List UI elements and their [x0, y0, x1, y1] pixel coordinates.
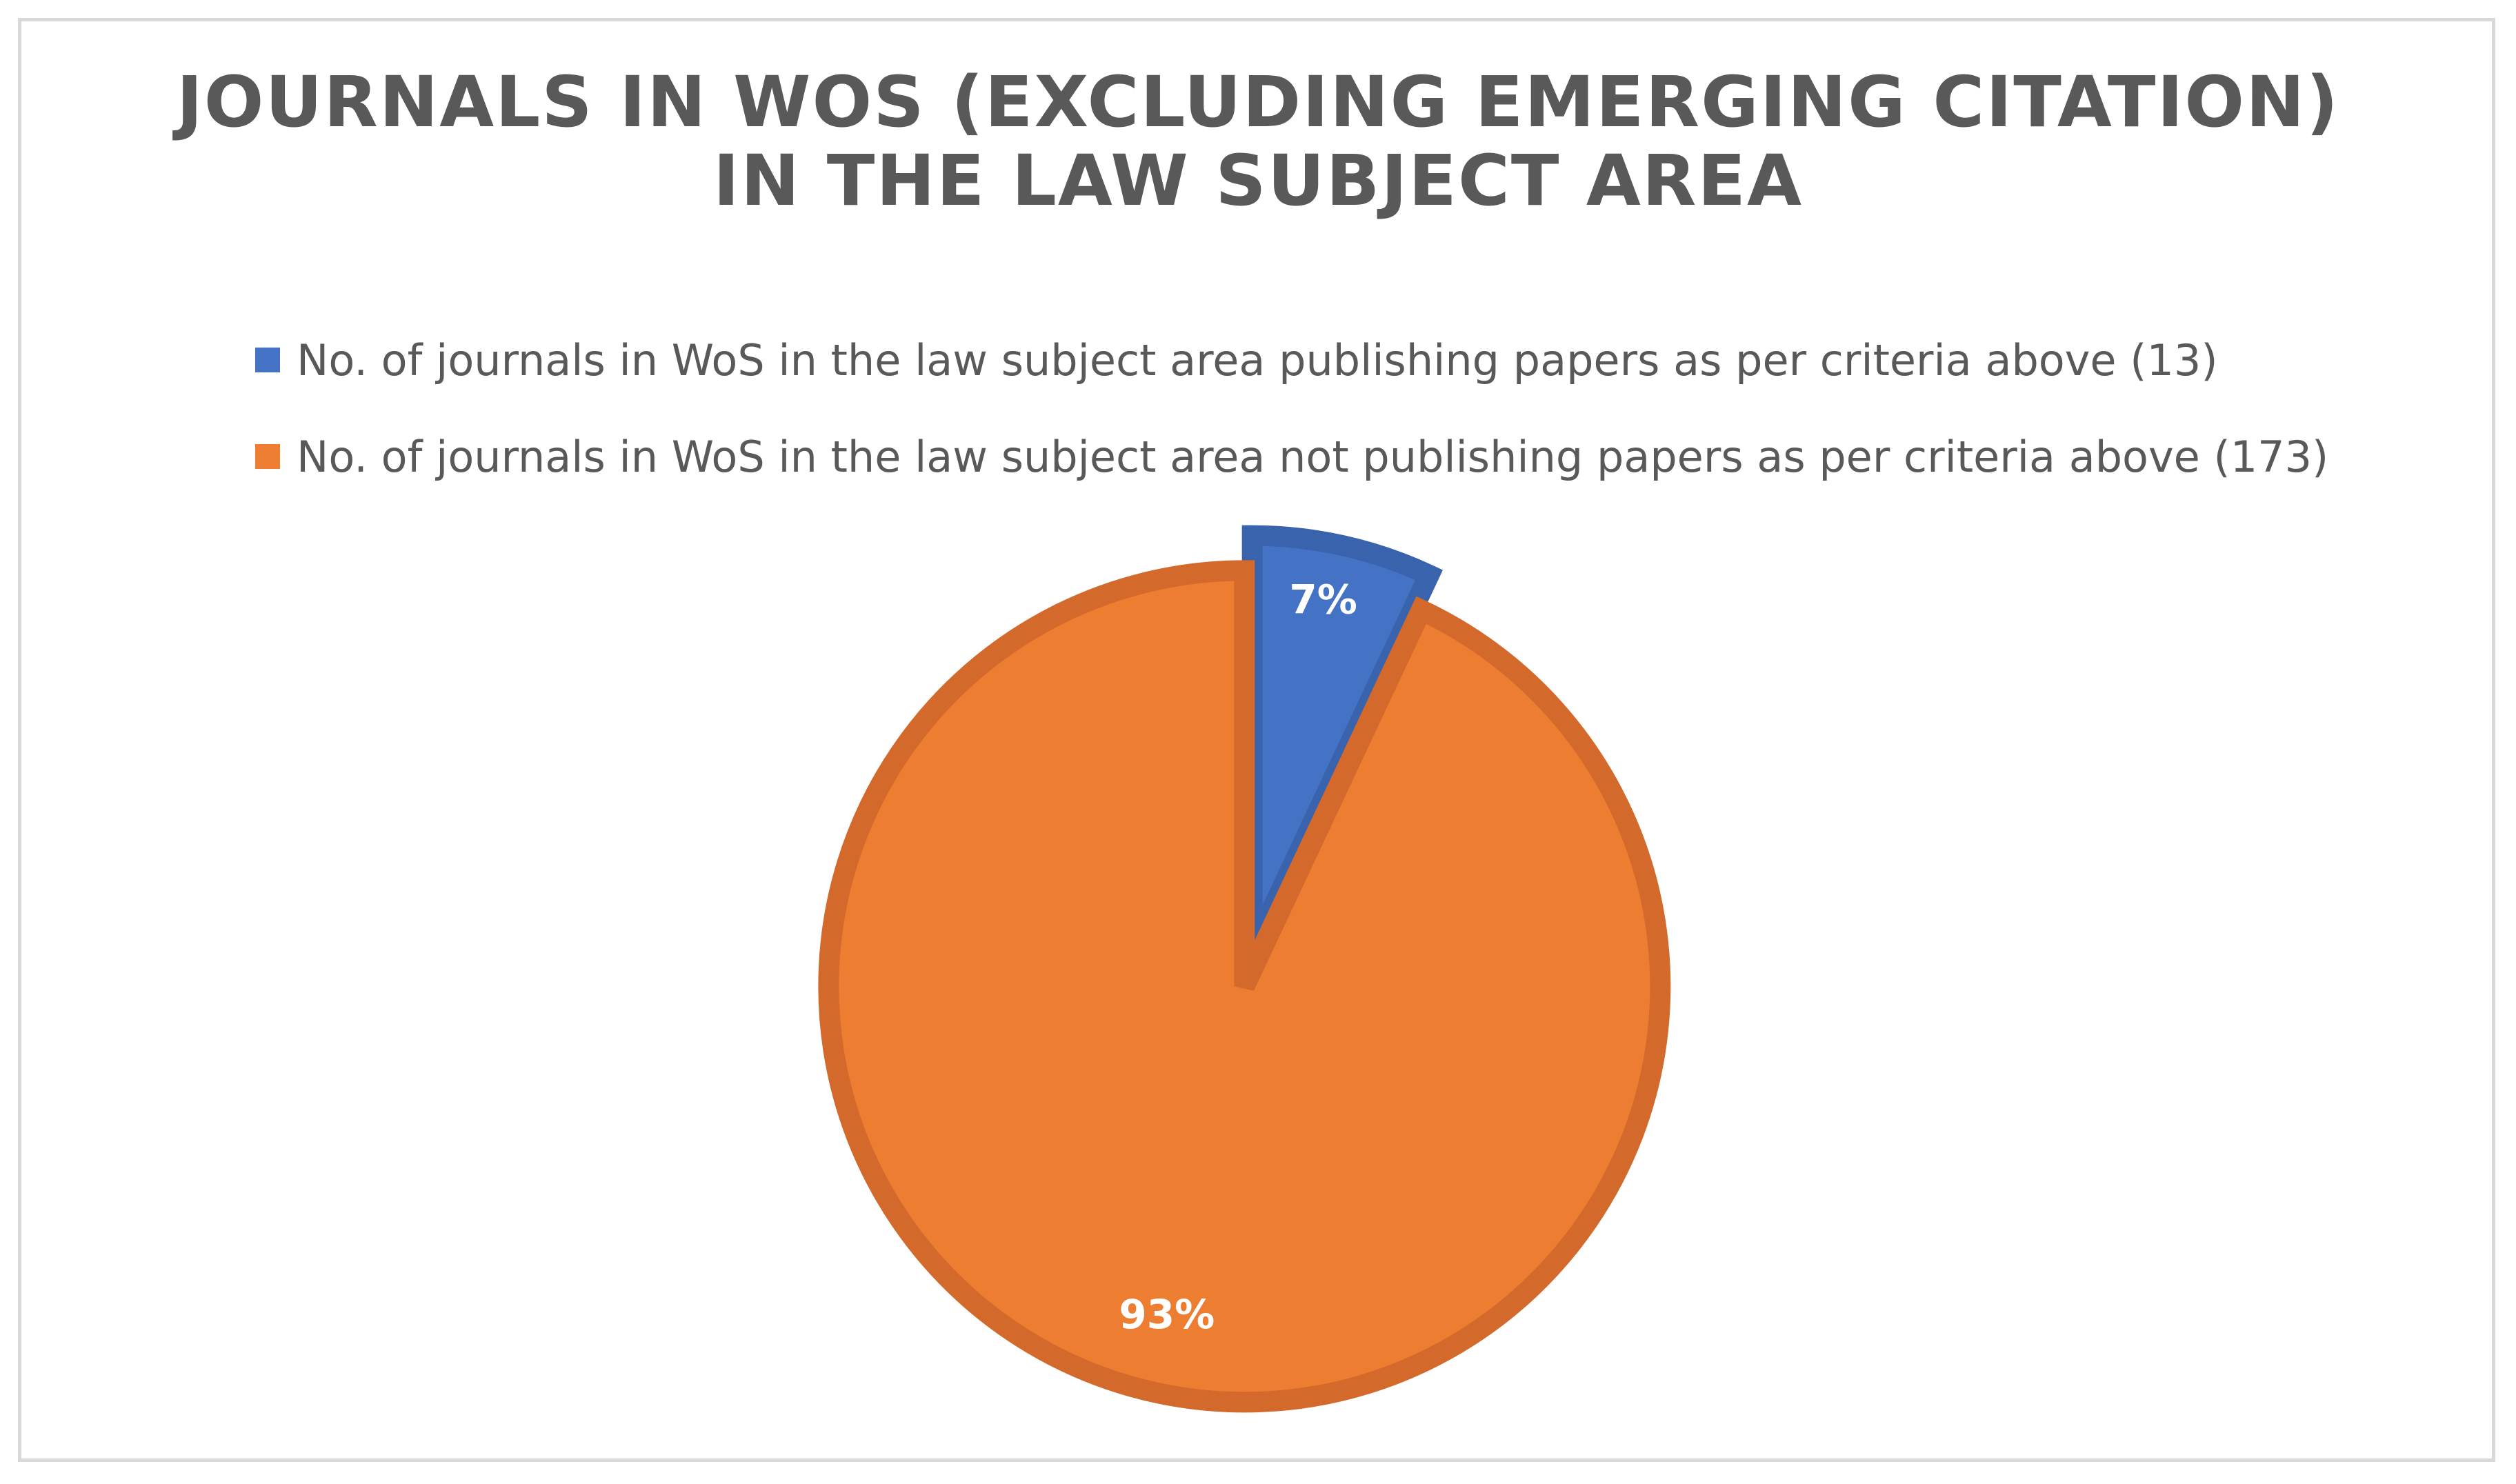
chart-title: JOURNALS IN WOS (EXCLUDING EMERGING CITA…: [176, 61, 2340, 222]
legend-label-not-publishing: No. of journals in WoS in the law subjec…: [297, 431, 2329, 482]
pie-slice-publishing: [1241, 525, 1443, 956]
legend-swatch-publishing: [255, 348, 280, 372]
legend-item-not-publishing: No. of journals in WoS in the law subjec…: [255, 408, 2328, 505]
legend-item-publishing: No. of journals in WoS in the law subjec…: [255, 312, 2328, 408]
pie-label-publishing: 7%: [1289, 576, 1357, 623]
chart-legend: No. of journals in WoS in the law subjec…: [255, 312, 2328, 505]
legend-label-publishing: No. of journals in WoS in the law subjec…: [297, 334, 2218, 385]
legend-swatch-not-publishing: [255, 444, 280, 469]
pie-label-not-publishing: 93%: [1119, 1291, 1215, 1338]
pie-slice-not-publishing: [818, 560, 1671, 1413]
